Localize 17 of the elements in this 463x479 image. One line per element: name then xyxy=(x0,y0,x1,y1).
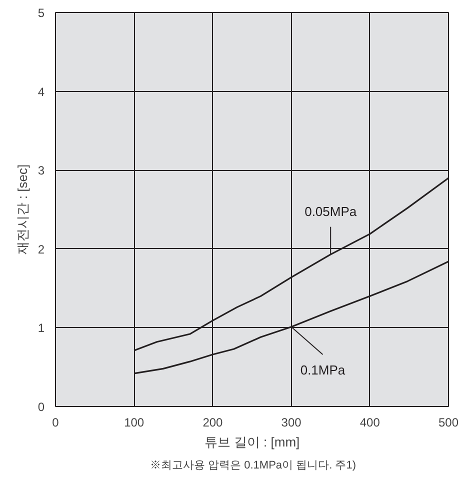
x-axis-title: 튜브 길이 : [mm] xyxy=(204,434,300,450)
y-tick-label: 4 xyxy=(38,84,45,99)
y-tick-label: 5 xyxy=(38,6,45,20)
x-tick-label: 300 xyxy=(281,416,302,430)
y-tick-label: 3 xyxy=(38,164,45,178)
x-tick-label: 500 xyxy=(438,416,459,430)
series-label: 0.05MPa xyxy=(304,204,358,219)
x-tick-label: 400 xyxy=(360,416,380,430)
text: ※최고사용 압력은 0.1MPa이 됩니다. 주1) xyxy=(150,460,356,472)
legend-label: 0.1MPa xyxy=(300,362,346,378)
x-tick-label: 0 xyxy=(52,416,60,430)
x-tick-label: 200 xyxy=(202,416,224,430)
y-tick-label: 2 xyxy=(38,242,45,256)
x-tick-label: 100 xyxy=(124,416,144,430)
y-tick-label: 0 xyxy=(38,400,45,414)
y-tick-label: 1 xyxy=(38,321,45,336)
y-axis-title: 재전시간 : [sec] xyxy=(14,164,30,255)
